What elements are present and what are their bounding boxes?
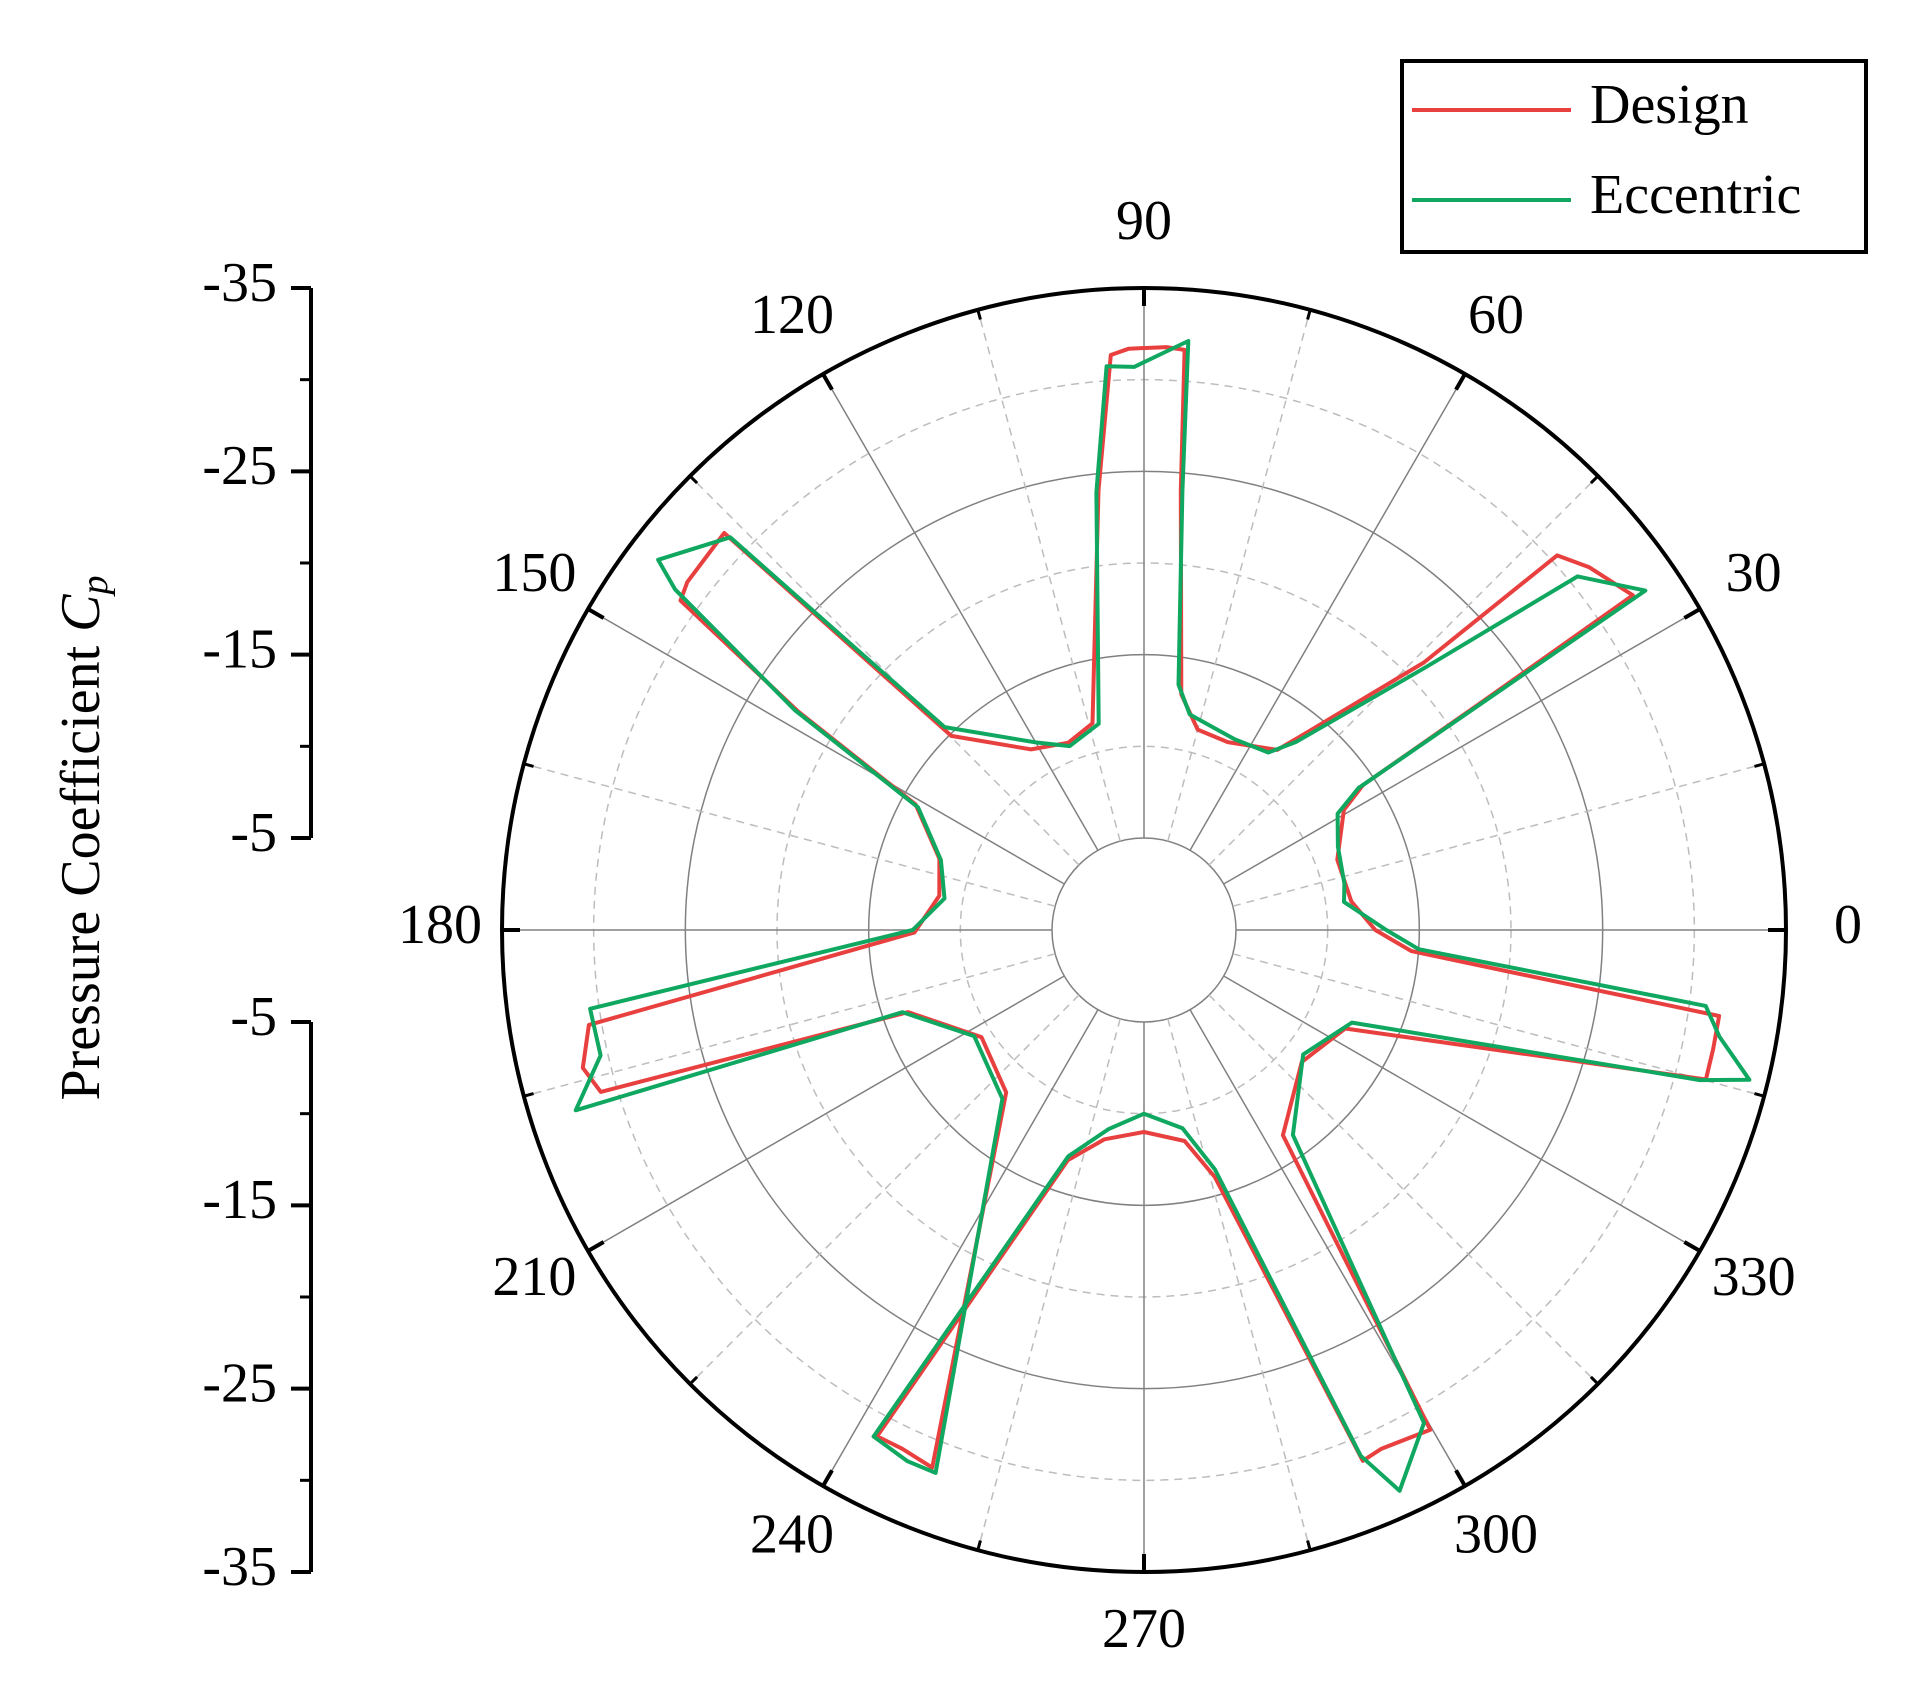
- axis-label-text: Pressure Coefficient: [50, 632, 112, 1101]
- grid-spoke-minor: [977, 1018, 1121, 1551]
- theta-minor-tick: [1306, 309, 1312, 320]
- theta-minor-tick: [688, 1375, 699, 1386]
- theta-tick: [1683, 1240, 1701, 1253]
- grid-spoke-minor: [1167, 1018, 1311, 1551]
- r-tick-label: -25: [202, 435, 277, 497]
- theta-tick: [587, 607, 605, 620]
- series-layer: [573, 339, 1752, 1493]
- grid-spoke-minor: [1232, 763, 1765, 907]
- r-tick-label: -35: [202, 1536, 277, 1598]
- theta-minor-tick: [1589, 474, 1600, 485]
- grid-spoke-minor: [523, 953, 1056, 1097]
- theta-tick-label: 300: [1454, 1504, 1538, 1566]
- theta-minor-tick: [1754, 762, 1765, 768]
- legend-label: Eccentric: [1590, 164, 1801, 226]
- grid-spoke: [822, 1009, 1099, 1487]
- theta-tick-label: 30: [1726, 542, 1782, 604]
- theta-minor-tick: [1306, 1540, 1312, 1551]
- series-line: [580, 345, 1722, 1470]
- grid-spoke-minor: [977, 309, 1121, 842]
- theta-tick: [1454, 373, 1467, 391]
- axis-label-symbol: C: [50, 594, 112, 632]
- grid-spoke-minor: [523, 763, 1056, 907]
- grid-spoke-minor: [1167, 309, 1311, 842]
- theta-tick: [821, 1469, 834, 1487]
- axis-label-subscript: p: [74, 576, 116, 598]
- theta-minor-tick: [976, 1540, 982, 1551]
- theta-tick-label: 330: [1712, 1246, 1796, 1308]
- grid-spoke: [1189, 373, 1466, 851]
- grid-spoke: [587, 608, 1065, 885]
- grid-spoke: [1223, 975, 1701, 1252]
- r-tick-label: -5: [230, 802, 277, 864]
- theta-tick-label: 210: [492, 1246, 576, 1308]
- legend-label: Design: [1590, 74, 1749, 136]
- theta-minor-tick: [1589, 1375, 1600, 1386]
- legend: Design Eccentric: [1412, 74, 1801, 226]
- theta-tick-label: 240: [750, 1504, 834, 1566]
- grid-spoke-minor: [689, 994, 1080, 1385]
- grid-circle: [1051, 837, 1237, 1023]
- theta-tick-label: 120: [750, 284, 834, 346]
- theta-tick-label: 270: [1102, 1598, 1186, 1660]
- theta-tick: [821, 373, 834, 391]
- theta-minor-tick: [523, 762, 534, 768]
- theta-tick: [1683, 607, 1701, 620]
- series-line: [573, 339, 1752, 1493]
- grid-spoke-minor: [689, 475, 1080, 866]
- r-tick-label: -15: [202, 1169, 277, 1231]
- theta-tick: [587, 1240, 605, 1253]
- grid-spoke: [822, 373, 1099, 851]
- r-tick-label: -5: [230, 986, 277, 1048]
- grid-spoke-minor: [1208, 994, 1599, 1385]
- theta-tick: [1454, 1469, 1467, 1487]
- r-tick-label: -25: [202, 1353, 277, 1415]
- theta-minor-tick: [1754, 1092, 1765, 1098]
- r-tick-label: -15: [202, 619, 277, 681]
- theta-tick-label: 90: [1116, 190, 1172, 252]
- theta-tick-label: 150: [492, 542, 576, 604]
- r-tick-label: -35: [202, 252, 277, 314]
- theta-tick-label: 60: [1468, 284, 1524, 346]
- legend-box: [1400, 59, 1868, 254]
- theta-minor-tick: [523, 1092, 534, 1098]
- theta-minor-tick: [976, 309, 982, 320]
- theta-minor-tick: [688, 474, 699, 485]
- grid-spoke: [1223, 608, 1701, 885]
- theta-tick-label: 0: [1834, 894, 1862, 956]
- axis-label: Pressure Coefficient Cp: [50, 576, 116, 1101]
- grid-spoke-minor: [1208, 475, 1599, 866]
- theta-tick-label: 180: [398, 894, 482, 956]
- grid-spoke: [587, 975, 1065, 1252]
- frame: 0 30 60 90 120 150 180 210 240 270 300 330 -35 -25 -15…: [202, 190, 1862, 1660]
- grid-spoke-minor: [1232, 953, 1765, 1097]
